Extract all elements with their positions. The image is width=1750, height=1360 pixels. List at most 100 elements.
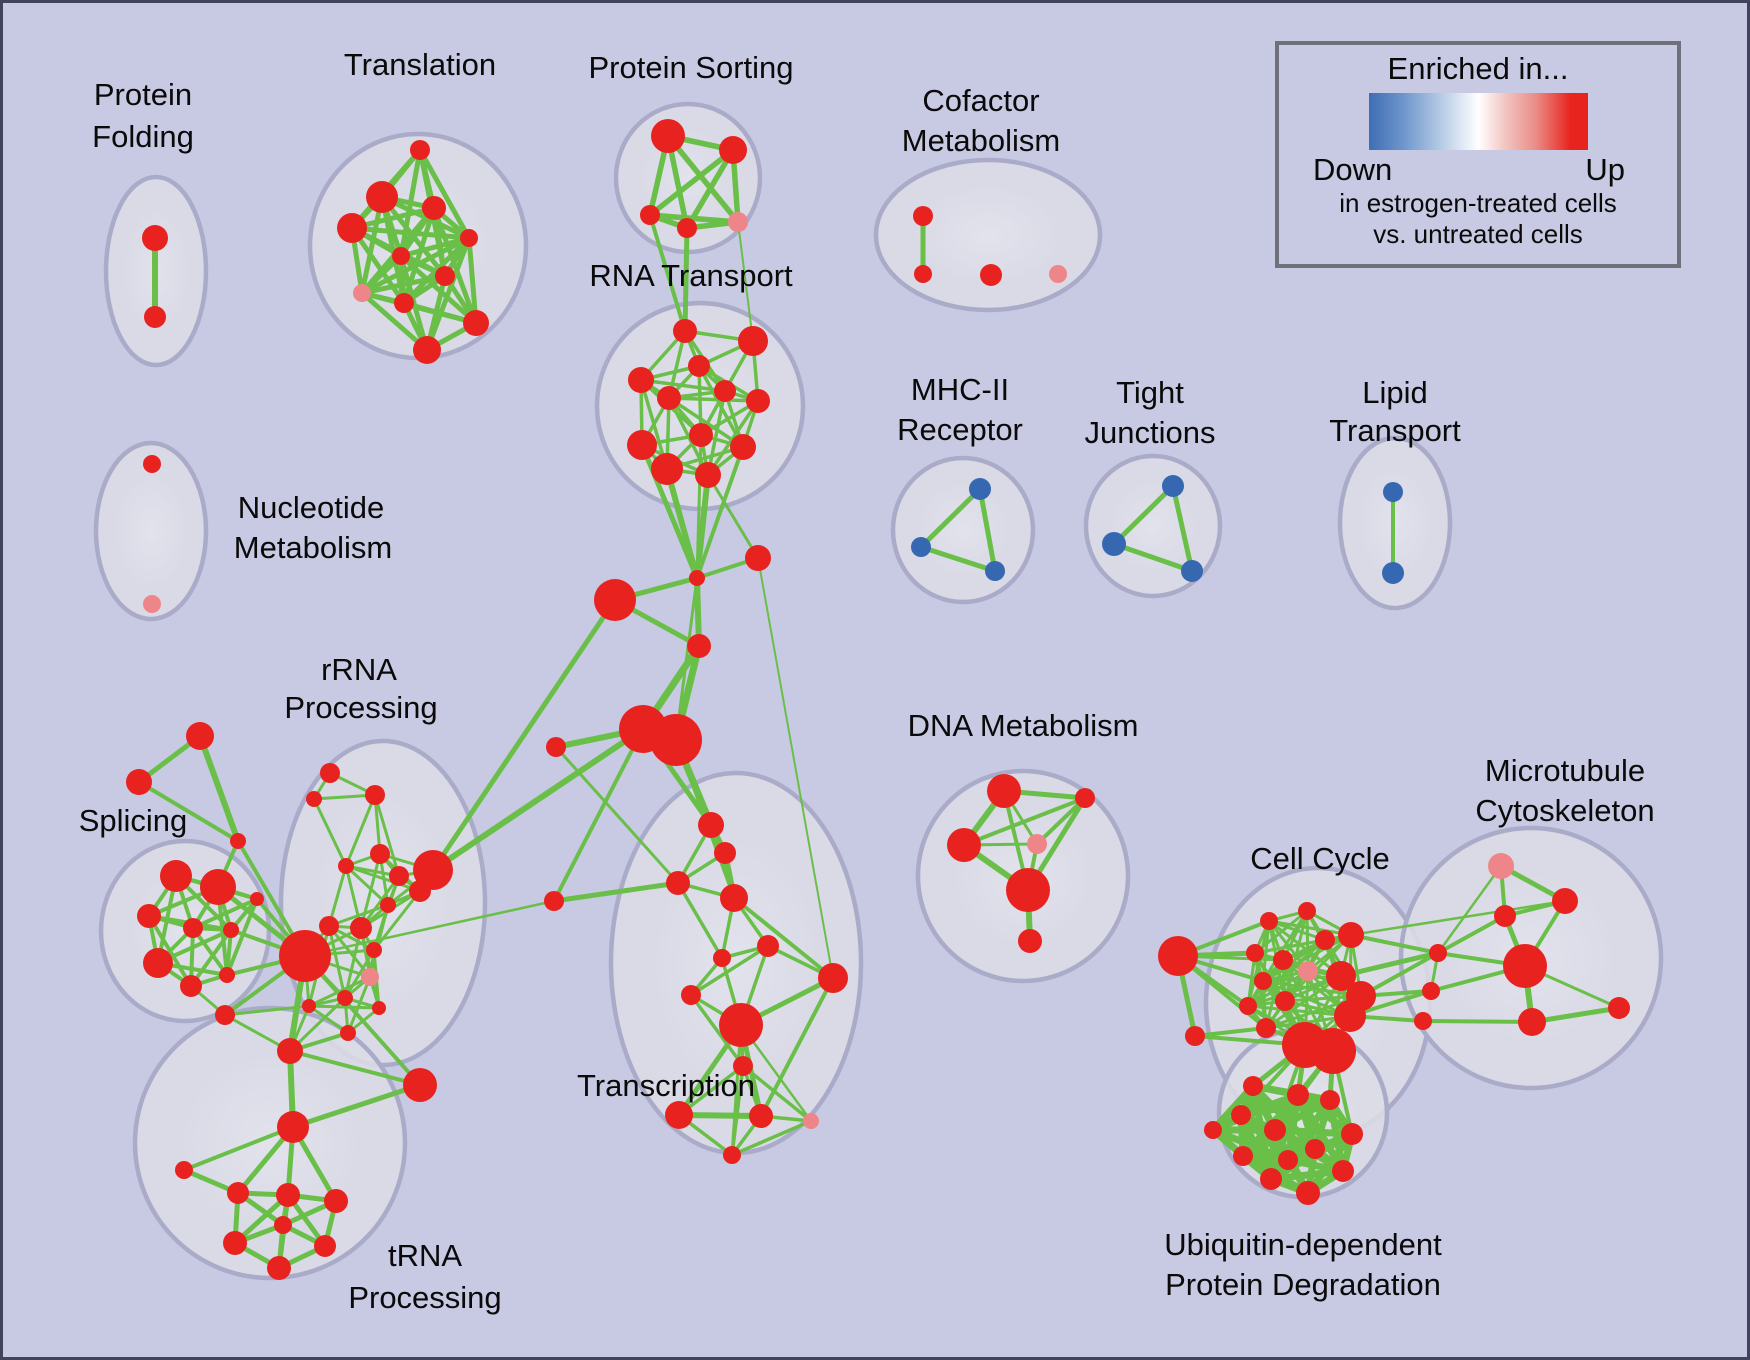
legend-gradient-bar — [1368, 93, 1588, 150]
gene-set-node — [314, 1235, 336, 1257]
gene-set-node — [1310, 1028, 1356, 1074]
gene-set-node — [422, 196, 446, 220]
gene-set-node — [714, 380, 736, 402]
edge — [327, 864, 348, 928]
edge — [312, 797, 348, 868]
cluster-mhc-label: MHC-II — [911, 372, 1009, 407]
gene-set-node — [733, 1056, 753, 1076]
edge — [1246, 974, 1343, 1008]
cluster-mt-label: Cytoskeleton — [1475, 793, 1654, 828]
gene-set-node — [274, 1216, 292, 1234]
network-canvas: Protein Folding Translation Protein Sorting… — [79, 47, 1664, 1315]
gene-set-node — [746, 389, 770, 413]
gene-set-node — [1298, 961, 1318, 981]
gene-set-node — [1315, 930, 1335, 950]
edge — [1237, 1096, 1334, 1119]
gene-set-node — [1246, 944, 1264, 962]
gene-set-node — [394, 293, 414, 313]
gene-set-node — [1018, 929, 1042, 953]
gene-set-node — [681, 985, 701, 1005]
gene-set-node — [319, 916, 339, 936]
gene-set-node — [350, 917, 372, 939]
gene-set-node — [651, 453, 683, 485]
edge — [359, 235, 472, 296]
edge — [1305, 909, 1310, 973]
gene-set-node — [1260, 1168, 1282, 1190]
gene-set-node — [361, 968, 379, 986]
nodes — [126, 119, 1630, 1280]
gene-set-node — [628, 367, 654, 393]
gene-set-node — [215, 1005, 235, 1025]
edge — [1349, 933, 1440, 955]
gene-set-node — [365, 785, 385, 805]
edge — [182, 1125, 295, 1172]
gene-set-node — [688, 355, 710, 377]
gene-set-node — [546, 737, 566, 757]
gene-set-node — [353, 284, 371, 302]
edge — [346, 975, 372, 1035]
gene-set-node — [1422, 982, 1440, 1000]
edge — [1421, 1019, 1534, 1024]
gene-set-node — [320, 763, 340, 783]
edge — [343, 948, 376, 1000]
cluster-pso-label: Protein Sorting — [588, 50, 793, 85]
edge — [918, 544, 998, 574]
edge — [551, 880, 681, 904]
cluster-rr-label: Processing — [284, 690, 437, 725]
gene-set-node — [723, 1146, 741, 1164]
edge — [1253, 909, 1309, 955]
edge — [706, 473, 760, 560]
gene-set-node — [279, 930, 331, 982]
edge — [349, 225, 472, 241]
cluster-ub-label: Ubiquitin-dependent — [1164, 1227, 1442, 1262]
gene-set-node — [372, 1001, 386, 1015]
edge — [737, 221, 754, 342]
gene-set-node — [1608, 997, 1630, 1019]
gene-set-node — [713, 949, 731, 967]
gene-set-node — [730, 434, 756, 460]
cluster-lip-label: Lipid — [1362, 375, 1428, 410]
gene-set-node — [689, 570, 705, 586]
gene-set-node — [665, 1101, 693, 1129]
cluster-rna-label: RNA Transport — [589, 258, 793, 293]
edge — [676, 881, 724, 960]
gene-set-node — [1320, 1090, 1340, 1110]
edge — [695, 433, 703, 580]
gene-set-node — [594, 579, 636, 621]
gene-set-node — [687, 634, 711, 658]
cluster-tr2-label: Processing — [348, 1280, 501, 1315]
edge — [359, 290, 430, 353]
edge — [1193, 1026, 1268, 1038]
edge — [398, 235, 472, 259]
edge — [327, 924, 347, 1000]
edge — [730, 1119, 813, 1157]
gene-set-node — [337, 213, 367, 243]
gene-set-node — [200, 869, 236, 905]
gene-set-node — [1338, 922, 1364, 948]
gene-set-node — [1027, 834, 1047, 854]
gene-set-node — [1305, 1139, 1325, 1159]
gene-set-node — [651, 119, 685, 153]
cluster-pf-label: Folding — [92, 119, 194, 154]
gene-set-node — [1518, 1008, 1546, 1036]
gene-set-node — [1278, 1150, 1298, 1170]
cluster-tx-label: Transcription — [577, 1068, 755, 1103]
gene-set-node — [1181, 560, 1203, 582]
edge — [303, 899, 556, 958]
edge — [1436, 864, 1503, 955]
gene-set-node — [143, 455, 161, 473]
edge — [359, 852, 382, 930]
edge — [1267, 919, 1353, 937]
gene-set-node — [1158, 936, 1198, 976]
cluster-pf-label: Protein — [94, 77, 192, 112]
gene-set-node — [719, 1003, 763, 1047]
gene-set-node — [413, 850, 453, 890]
edge — [398, 253, 479, 326]
edge — [706, 389, 727, 477]
edge — [290, 1082, 423, 1130]
gene-set-node — [183, 918, 203, 938]
gene-set-node — [666, 871, 690, 895]
gene-set-node — [719, 136, 747, 164]
gene-set-node — [1239, 997, 1257, 1015]
